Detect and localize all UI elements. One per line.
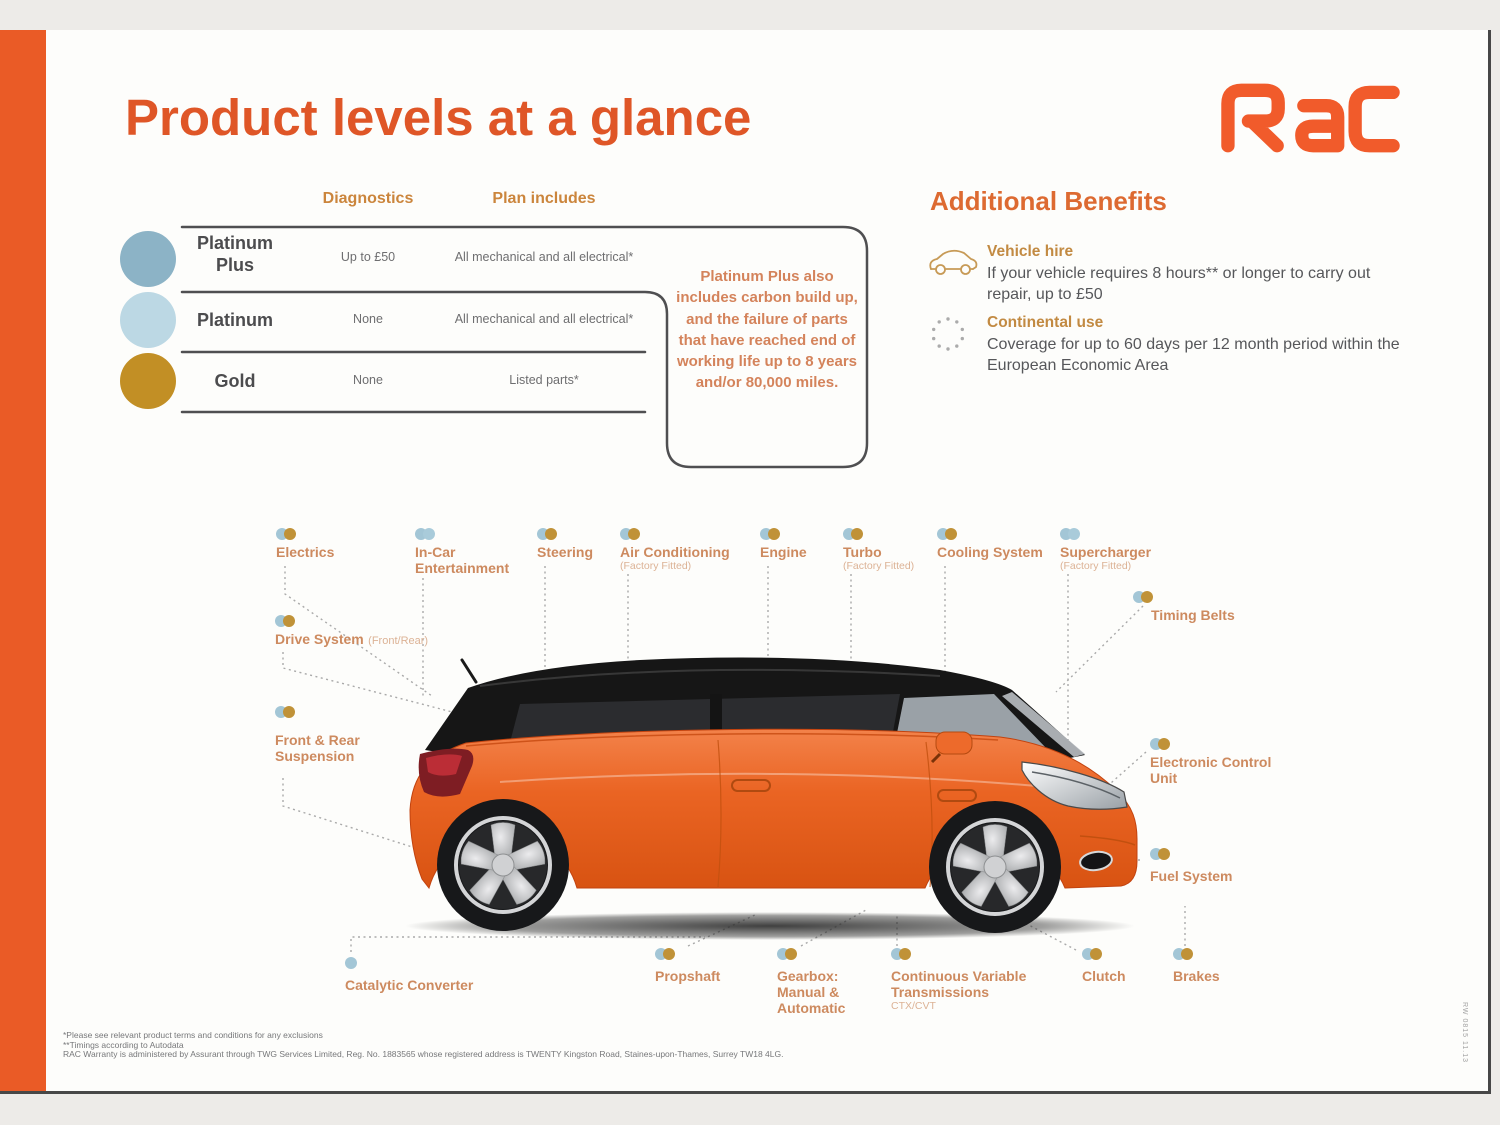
car-mirror (935, 731, 973, 755)
car-shadow (405, 912, 1135, 940)
rac-logo-icon (1221, 83, 1400, 153)
coverage-dots-icon (1133, 591, 1243, 603)
tier-diagnostics: None (353, 373, 383, 387)
tier-dot-platinum (120, 292, 176, 348)
coverage-dots-icon (655, 948, 745, 960)
coverage-dots-icon (1082, 948, 1152, 960)
coverage-dots-icon (415, 528, 527, 540)
col-header-diagnostics: Diagnostics (322, 190, 414, 207)
vehicle-hire-icon (926, 246, 980, 278)
part-label-timing-belts: Timing Belts (1133, 591, 1243, 623)
car-door-handle (937, 789, 977, 802)
part-label-electronic-control-unit: Electronic Control Unit (1150, 738, 1280, 786)
coverage-dots-icon (760, 528, 830, 540)
part-label-clutch: Clutch (1082, 948, 1152, 984)
tier-diagnostics: None (353, 312, 383, 326)
car-front-wheel (929, 801, 1061, 933)
car-illustration (405, 657, 1138, 940)
reference-code: RW 0815 11.13 (1461, 1002, 1468, 1063)
left-accent-bar (0, 30, 46, 1091)
continental-use-icon (928, 314, 968, 354)
car-rear-wheel (437, 799, 569, 931)
platinum-plus-callout: Platinum Plus also includes carbon build… (676, 268, 858, 392)
part-label-supercharger: Supercharger (Factory Fitted) (1060, 528, 1170, 572)
part-label-engine: Engine (760, 528, 830, 560)
part-label-in-car-entertainment: In-Car Entertainment (415, 528, 527, 576)
fine-print: *Please see relevant product terms and c… (63, 1030, 784, 1060)
coverage-dots-icon (891, 948, 1031, 960)
part-label-fuel-system: Fuel System (1150, 848, 1260, 884)
part-label-electrics: Electrics (276, 528, 366, 560)
coverage-dots-icon (777, 948, 861, 960)
coverage-dots-icon (937, 528, 1047, 540)
fine-print-line: *Please see relevant product terms and c… (63, 1030, 323, 1040)
coverage-dots-icon (275, 615, 485, 627)
part-label-front-rear-suspension: Front & Rear Suspension (275, 706, 375, 764)
col-header-plan-includes: Plan includes (492, 190, 596, 207)
part-label-propshaft: Propshaft (655, 948, 745, 984)
car-antenna (460, 658, 478, 684)
part-label-air-conditioning: Air Conditioning (Factory Fitted) (620, 528, 742, 572)
coverage-dots-icon (537, 528, 617, 540)
page-title: Product levels at a glance (125, 89, 752, 146)
benefit-text: Coverage for up to 60 days per 12 month … (987, 336, 1400, 375)
part-label-catalytic-converter: Catalytic Converter (345, 957, 515, 993)
fine-print-line: **Timings according to Autodata (63, 1039, 184, 1050)
part-label-cooling-system: Cooling System (937, 528, 1047, 560)
coverage-dots-icon (1173, 948, 1243, 960)
car-headlight (1021, 761, 1128, 810)
benefit-title: Vehicle hire (987, 243, 1074, 260)
benefit-text: If your vehicle requires 8 hours** or lo… (987, 265, 1371, 304)
tier-dot-platinum-plus (120, 231, 176, 287)
tier-plan: All mechanical and all electrical* (454, 250, 634, 264)
coverage-dots-icon (1150, 738, 1280, 750)
tier-plan: Listed parts* (509, 373, 579, 387)
coverage-dots-icon (1150, 848, 1260, 860)
benefit-title: Continental use (987, 314, 1104, 331)
coverage-dots-icon (1060, 528, 1170, 540)
part-label-turbo: Turbo (Factory Fitted) (843, 528, 933, 572)
benefits-heading: Additional Benefits (930, 186, 1167, 216)
tier-name: Platinum (196, 310, 273, 330)
part-label-gearbox: Gearbox: Manual & Automatic (777, 948, 861, 1016)
part-label-cvt: Continuous Variable Transmissions CTX/CV… (891, 948, 1031, 1012)
coverage-dots-icon (620, 528, 742, 540)
rac-logo (1212, 78, 1408, 158)
coverage-dots-icon (345, 957, 515, 969)
fine-print-line: RAC Warranty is administered by Assurant… (63, 1049, 784, 1060)
coverage-dots-icon (275, 706, 375, 718)
coverage-dots-icon (276, 528, 366, 540)
part-label-drive-system: Drive System (Front/Rear) (275, 615, 485, 649)
car-door-handle (731, 779, 771, 792)
tier-diagnostics: Up to £50 (340, 250, 396, 264)
part-label-brakes: Brakes (1173, 948, 1243, 984)
tier-dot-gold (120, 353, 176, 409)
tier-plan: All mechanical and all electrical* (454, 312, 634, 326)
car-fog-light (1079, 850, 1113, 872)
tier-name: Gold (214, 371, 256, 391)
tier-name: Platinum Plus (196, 233, 273, 275)
coverage-dots-icon (843, 528, 933, 540)
car-windshield (1002, 692, 1085, 757)
part-label-steering: Steering (537, 528, 617, 560)
